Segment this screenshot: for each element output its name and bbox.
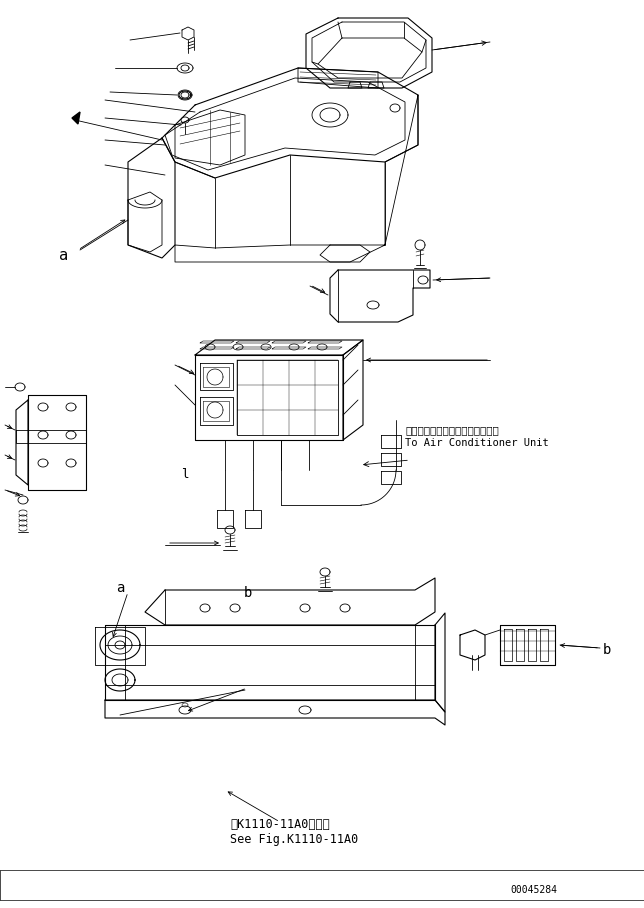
- Text: To Air Conditioner Unit: To Air Conditioner Unit: [405, 438, 549, 448]
- Text: 第K1110-11A0図参照: 第K1110-11A0図参照: [230, 818, 330, 832]
- Text: エアーコンディショナユニットへ: エアーコンディショナユニットへ: [405, 425, 498, 435]
- Polygon shape: [72, 112, 80, 124]
- Text: a: a: [59, 248, 68, 262]
- Text: a: a: [116, 581, 124, 595]
- Text: l: l: [181, 469, 189, 481]
- Text: b: b: [603, 643, 611, 657]
- Text: b: b: [244, 586, 252, 600]
- Text: See Fig.K1110-11A0: See Fig.K1110-11A0: [230, 834, 358, 846]
- Text: 00045284: 00045284: [510, 885, 557, 895]
